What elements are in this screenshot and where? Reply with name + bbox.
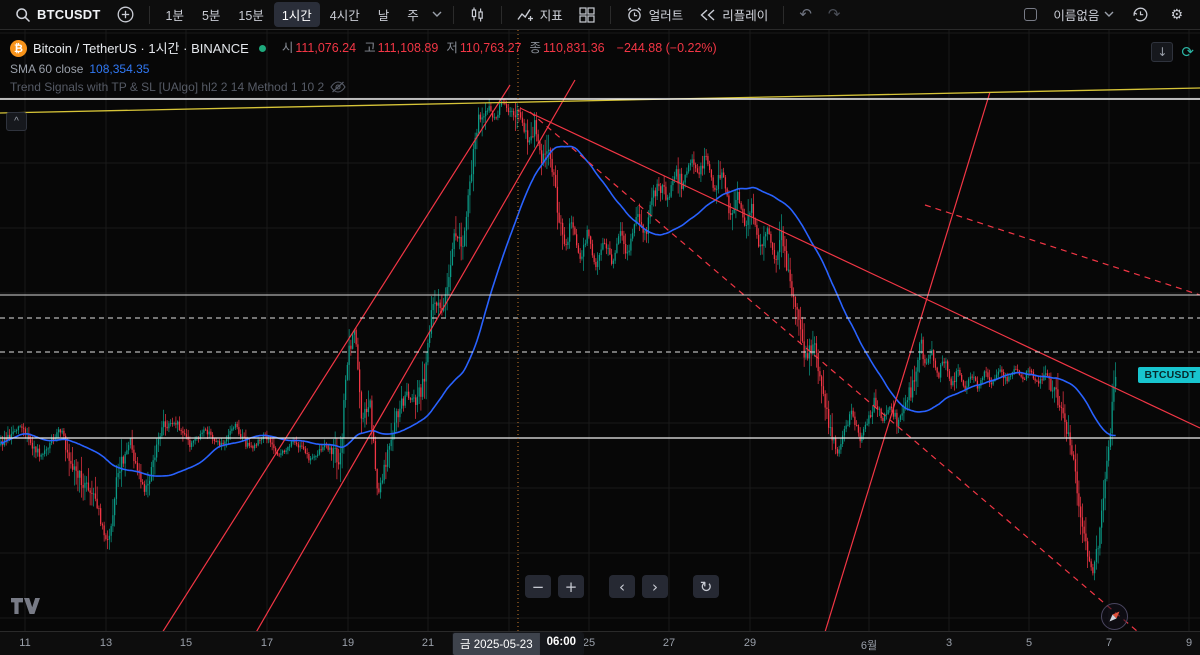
multichart-layout-button[interactable] — [572, 4, 602, 26]
ohlc-readout: 시 111,076.24 고 111,108.89 저 110,763.27 종 110… — [276, 42, 605, 55]
chart-legend: ₿ Bitcoin / TetherUS · 1시간 · BINANCE 시 11… — [10, 40, 717, 99]
interval-1h-active[interactable]: 1시간 — [273, 2, 320, 27]
time-tick: 6월 — [860, 640, 878, 652]
undo-button[interactable]: ↶ — [792, 4, 819, 25]
ohlc-close-value: 110,831.36 — [543, 41, 605, 56]
crosshair-date-label: 금 2025-05-23 06:00 — [452, 633, 584, 655]
interval-15m[interactable]: 15분 — [230, 2, 271, 27]
chevron-down-icon — [1104, 11, 1114, 17]
time-tick: 7 — [1105, 637, 1113, 649]
time-tick: 5 — [1025, 637, 1033, 649]
toolbar-divider — [148, 5, 150, 24]
indicators-label: 지표 — [539, 9, 563, 23]
zoom-out-button[interactable]: − — [525, 575, 551, 598]
ohlc-high-label: 고 — [364, 41, 376, 56]
symbol-name: BTCUSDT — [37, 7, 101, 22]
saved-layouts-button[interactable] — [1130, 3, 1151, 26]
alert-label: 얼러트 — [648, 9, 684, 23]
alert-button[interactable]: 얼러트 — [619, 2, 691, 27]
indicator-name: Trend Signals with TP & SL [UAlgo] hl2 2… — [10, 80, 325, 94]
crosshair-time: 06:00 — [539, 633, 584, 655]
replay-button[interactable]: 리플레이 — [692, 2, 775, 27]
symbol-legend-row[interactable]: ₿ Bitcoin / TetherUS · 1시간 · BINANCE 시 11… — [10, 40, 717, 57]
object-tree-toggle[interactable]: ^ — [6, 112, 27, 131]
time-tick: 13 — [99, 637, 113, 649]
reset-chart-button[interactable]: ↻ — [693, 575, 719, 598]
sync-icon[interactable]: ⟳ — [1181, 42, 1194, 61]
top-toolbar: BTCUSDT 1분 5분 15분 1시간 4시간 날 주 지표 얼러트 리플레… — [0, 0, 1200, 30]
clock-history-icon — [1133, 7, 1148, 22]
time-tick: 3 — [945, 637, 953, 649]
time-tick: 9 — [1185, 637, 1193, 649]
alarm-clock-icon — [627, 7, 642, 22]
time-tick: 15 — [179, 637, 193, 649]
compass-needle-icon — [1109, 611, 1120, 622]
layout-name-button[interactable]: 이름없음 — [1049, 2, 1118, 27]
time-tick: 11 — [19, 637, 31, 649]
interval-5m[interactable]: 5분 — [194, 2, 228, 27]
symbol-search-button[interactable]: BTCUSDT — [8, 4, 108, 26]
chart-nav-cluster: − + ‹ › ↻ — [525, 575, 719, 598]
tradingview-logo[interactable] — [10, 596, 40, 619]
settings-button[interactable]: ⚙ — [1163, 5, 1190, 25]
ohlc-open-value: 111,076.24 — [295, 41, 357, 56]
market-status-dot — [258, 45, 266, 52]
time-tick: 25 — [582, 637, 596, 649]
layout-name-label: 이름없음 — [1053, 9, 1100, 23]
interval-day[interactable]: 날 — [370, 2, 398, 27]
time-tick: 27 — [662, 637, 676, 649]
time-tick: 17 — [260, 637, 274, 649]
ohlc-high-value: 111,108.89 — [377, 41, 439, 56]
interval-1m[interactable]: 1분 — [158, 2, 192, 27]
indicator-legend-row[interactable]: Trend Signals with TP & SL [UAlgo] hl2 2… — [10, 81, 717, 93]
interval-expand-button[interactable] — [429, 8, 445, 21]
redo-button[interactable]: ↷ — [821, 4, 848, 25]
sma-value: 108,354.35 — [89, 62, 150, 76]
toolbar-divider — [452, 5, 454, 24]
eye-hidden-icon[interactable] — [330, 81, 346, 93]
interval-4h[interactable]: 4시간 — [322, 2, 368, 27]
toolbar-divider — [500, 5, 502, 24]
chevron-down-icon — [432, 11, 442, 17]
scroll-left-button[interactable]: ‹ — [609, 575, 635, 598]
interval-week[interactable]: 주 — [399, 2, 427, 27]
time-tick: 29 — [743, 637, 757, 649]
change-value: −244.88 (−0.22%) — [616, 41, 717, 56]
floating-compass-button[interactable] — [1101, 603, 1128, 630]
replay-label: 리플레이 — [722, 9, 769, 23]
chart-area: ₿ Bitcoin / TetherUS · 1시간 · BINANCE 시 11… — [0, 30, 1200, 631]
chart-canvas[interactable] — [0, 30, 1200, 631]
symbol-title: Bitcoin / TetherUS · 1시간 · BINANCE — [33, 41, 249, 56]
candlestick-icon — [471, 7, 483, 22]
ohlc-low-value: 110,763.27 — [459, 41, 522, 56]
chart-corner-controls: ↓ ⟳ — [1151, 42, 1194, 62]
crosshair-date: 금 2025-05-23 — [452, 633, 540, 655]
sma-name: SMA 60 close — [10, 62, 84, 76]
sma-legend-row[interactable]: SMA 60 close 108,354.35 — [10, 63, 717, 75]
toolbar-right-group: 이름없음 ⚙ — [1024, 2, 1192, 27]
time-tick: 19 — [341, 637, 355, 649]
layout-grid-icon — [579, 6, 595, 23]
tv-logo-icon — [11, 598, 40, 614]
chart-style-button[interactable] — [462, 3, 493, 26]
compare-add-button[interactable] — [110, 3, 141, 26]
price-scale-symbol-badge: BTCUSDT — [1138, 367, 1200, 383]
toolbar-divider — [609, 5, 611, 24]
replay-rewind-icon — [700, 8, 715, 21]
zoom-in-button[interactable]: + — [558, 575, 584, 598]
time-axis[interactable]: 111315171921232527296월3579 금 2025-05-23 … — [0, 631, 1200, 655]
indicators-button[interactable]: 지표 — [510, 2, 570, 27]
scroll-down-button[interactable]: ↓ — [1151, 42, 1174, 62]
search-icon — [16, 7, 31, 22]
bitcoin-icon: ₿ — [10, 40, 27, 57]
ohlc-low-label: 저 — [446, 41, 458, 56]
indicators-icon — [517, 9, 533, 21]
toolbar-divider — [783, 5, 785, 24]
ohlc-open-label: 시 — [281, 41, 294, 56]
time-tick: 21 — [421, 637, 435, 649]
plus-circle-icon — [117, 6, 133, 23]
layout-select-checkbox[interactable] — [1024, 8, 1038, 21]
ohlc-close-label: 종 — [529, 41, 541, 56]
scroll-right-button[interactable]: › — [642, 575, 668, 598]
